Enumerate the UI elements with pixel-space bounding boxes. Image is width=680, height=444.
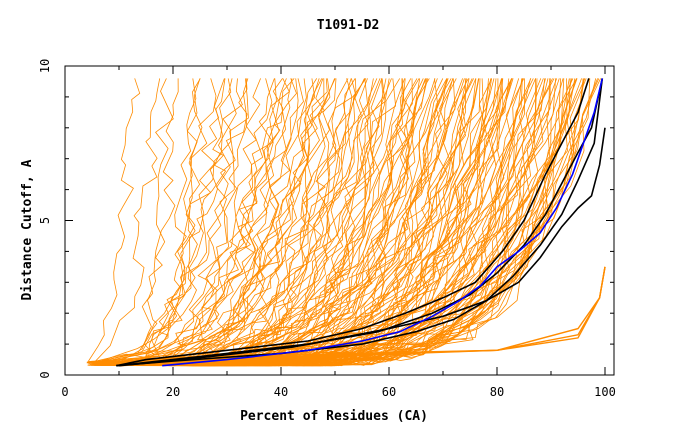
x-axis-label: Percent of Residues (CA) bbox=[240, 409, 428, 424]
bulk-model-curve bbox=[121, 78, 600, 367]
bulk-model-curve bbox=[106, 78, 293, 366]
bulk-model-curve bbox=[117, 78, 352, 365]
bulk-model-curve bbox=[99, 78, 349, 367]
bulk-model-curve bbox=[96, 78, 328, 363]
bulk-model-curves bbox=[86, 78, 606, 367]
bulk-model-curve bbox=[123, 78, 237, 366]
bulk-model-curve bbox=[88, 78, 226, 364]
bulk-model-curve bbox=[129, 78, 556, 367]
bulk-model-curve bbox=[92, 78, 284, 363]
bulk-model-curve bbox=[120, 78, 558, 367]
y-tick-label: 0 bbox=[38, 371, 52, 378]
bulk-model-curve bbox=[94, 78, 576, 367]
bulk-model-curve bbox=[91, 78, 356, 362]
bulk-model-curve bbox=[91, 78, 323, 365]
bulk-model-curve bbox=[89, 78, 457, 365]
series-line bbox=[118, 78, 604, 367]
bulk-model-curve bbox=[86, 78, 357, 363]
bulk-model-curve bbox=[95, 78, 225, 363]
series-line bbox=[116, 78, 590, 367]
x-axis: 0 20 40 60 80 100 bbox=[61, 66, 616, 399]
bulk-model-curve bbox=[98, 78, 217, 363]
x-tick-label: 0 bbox=[61, 385, 68, 399]
x-tick-label: 100 bbox=[594, 385, 616, 399]
bulk-model-curve bbox=[89, 78, 591, 364]
bulk-model-curve bbox=[134, 78, 277, 366]
series-line bbox=[162, 78, 604, 367]
bulk-model-curve bbox=[129, 78, 502, 367]
bulk-model-curve bbox=[86, 78, 141, 364]
bulk-model-curve bbox=[126, 78, 232, 365]
x-tick-label: 80 bbox=[490, 385, 504, 399]
y-tick-label: 10 bbox=[38, 59, 52, 73]
bulk-model-curve bbox=[97, 78, 337, 363]
bulk-model-curve bbox=[95, 78, 297, 364]
x-tick-label: 40 bbox=[274, 385, 288, 399]
y-axis: 0 5 10 bbox=[38, 59, 614, 379]
bulk-model-curve bbox=[122, 78, 287, 364]
bulk-model-curve bbox=[132, 78, 197, 363]
bulk-model-curve bbox=[105, 78, 290, 364]
bulk-model-curve bbox=[119, 78, 203, 367]
highlighted-series bbox=[116, 78, 606, 367]
bulk-model-curve bbox=[126, 78, 584, 367]
bulk-model-curve bbox=[116, 78, 179, 364]
bulk-model-curve bbox=[125, 78, 275, 366]
x-tick-label: 20 bbox=[166, 385, 180, 399]
chart-title: T1091-D2 bbox=[317, 18, 380, 33]
bulk-model-curve bbox=[114, 78, 601, 367]
bulk-model-curve bbox=[133, 78, 174, 363]
x-tick-label: 60 bbox=[382, 385, 396, 399]
bulk-model-curve bbox=[90, 78, 365, 365]
bulk-model-curve bbox=[90, 78, 248, 365]
bulk-model-curve bbox=[99, 78, 336, 363]
bulk-model-curve bbox=[122, 78, 304, 365]
series-line bbox=[116, 127, 606, 367]
bulk-model-curve bbox=[108, 78, 367, 366]
bulk-model-curve bbox=[111, 78, 307, 366]
bulk-model-curve bbox=[109, 78, 243, 365]
bulk-model-curve bbox=[97, 78, 295, 363]
bulk-model-curve bbox=[107, 78, 405, 366]
bulk-model-curve bbox=[133, 78, 261, 363]
y-tick-label: 5 bbox=[38, 217, 52, 224]
y-axis-label: Distance Cutoff, A bbox=[20, 159, 35, 300]
bulk-model-curve bbox=[91, 78, 161, 365]
bulk-model-curve bbox=[103, 78, 366, 367]
bulk-model-curve bbox=[117, 78, 249, 364]
bulk-model-curve bbox=[113, 78, 201, 366]
